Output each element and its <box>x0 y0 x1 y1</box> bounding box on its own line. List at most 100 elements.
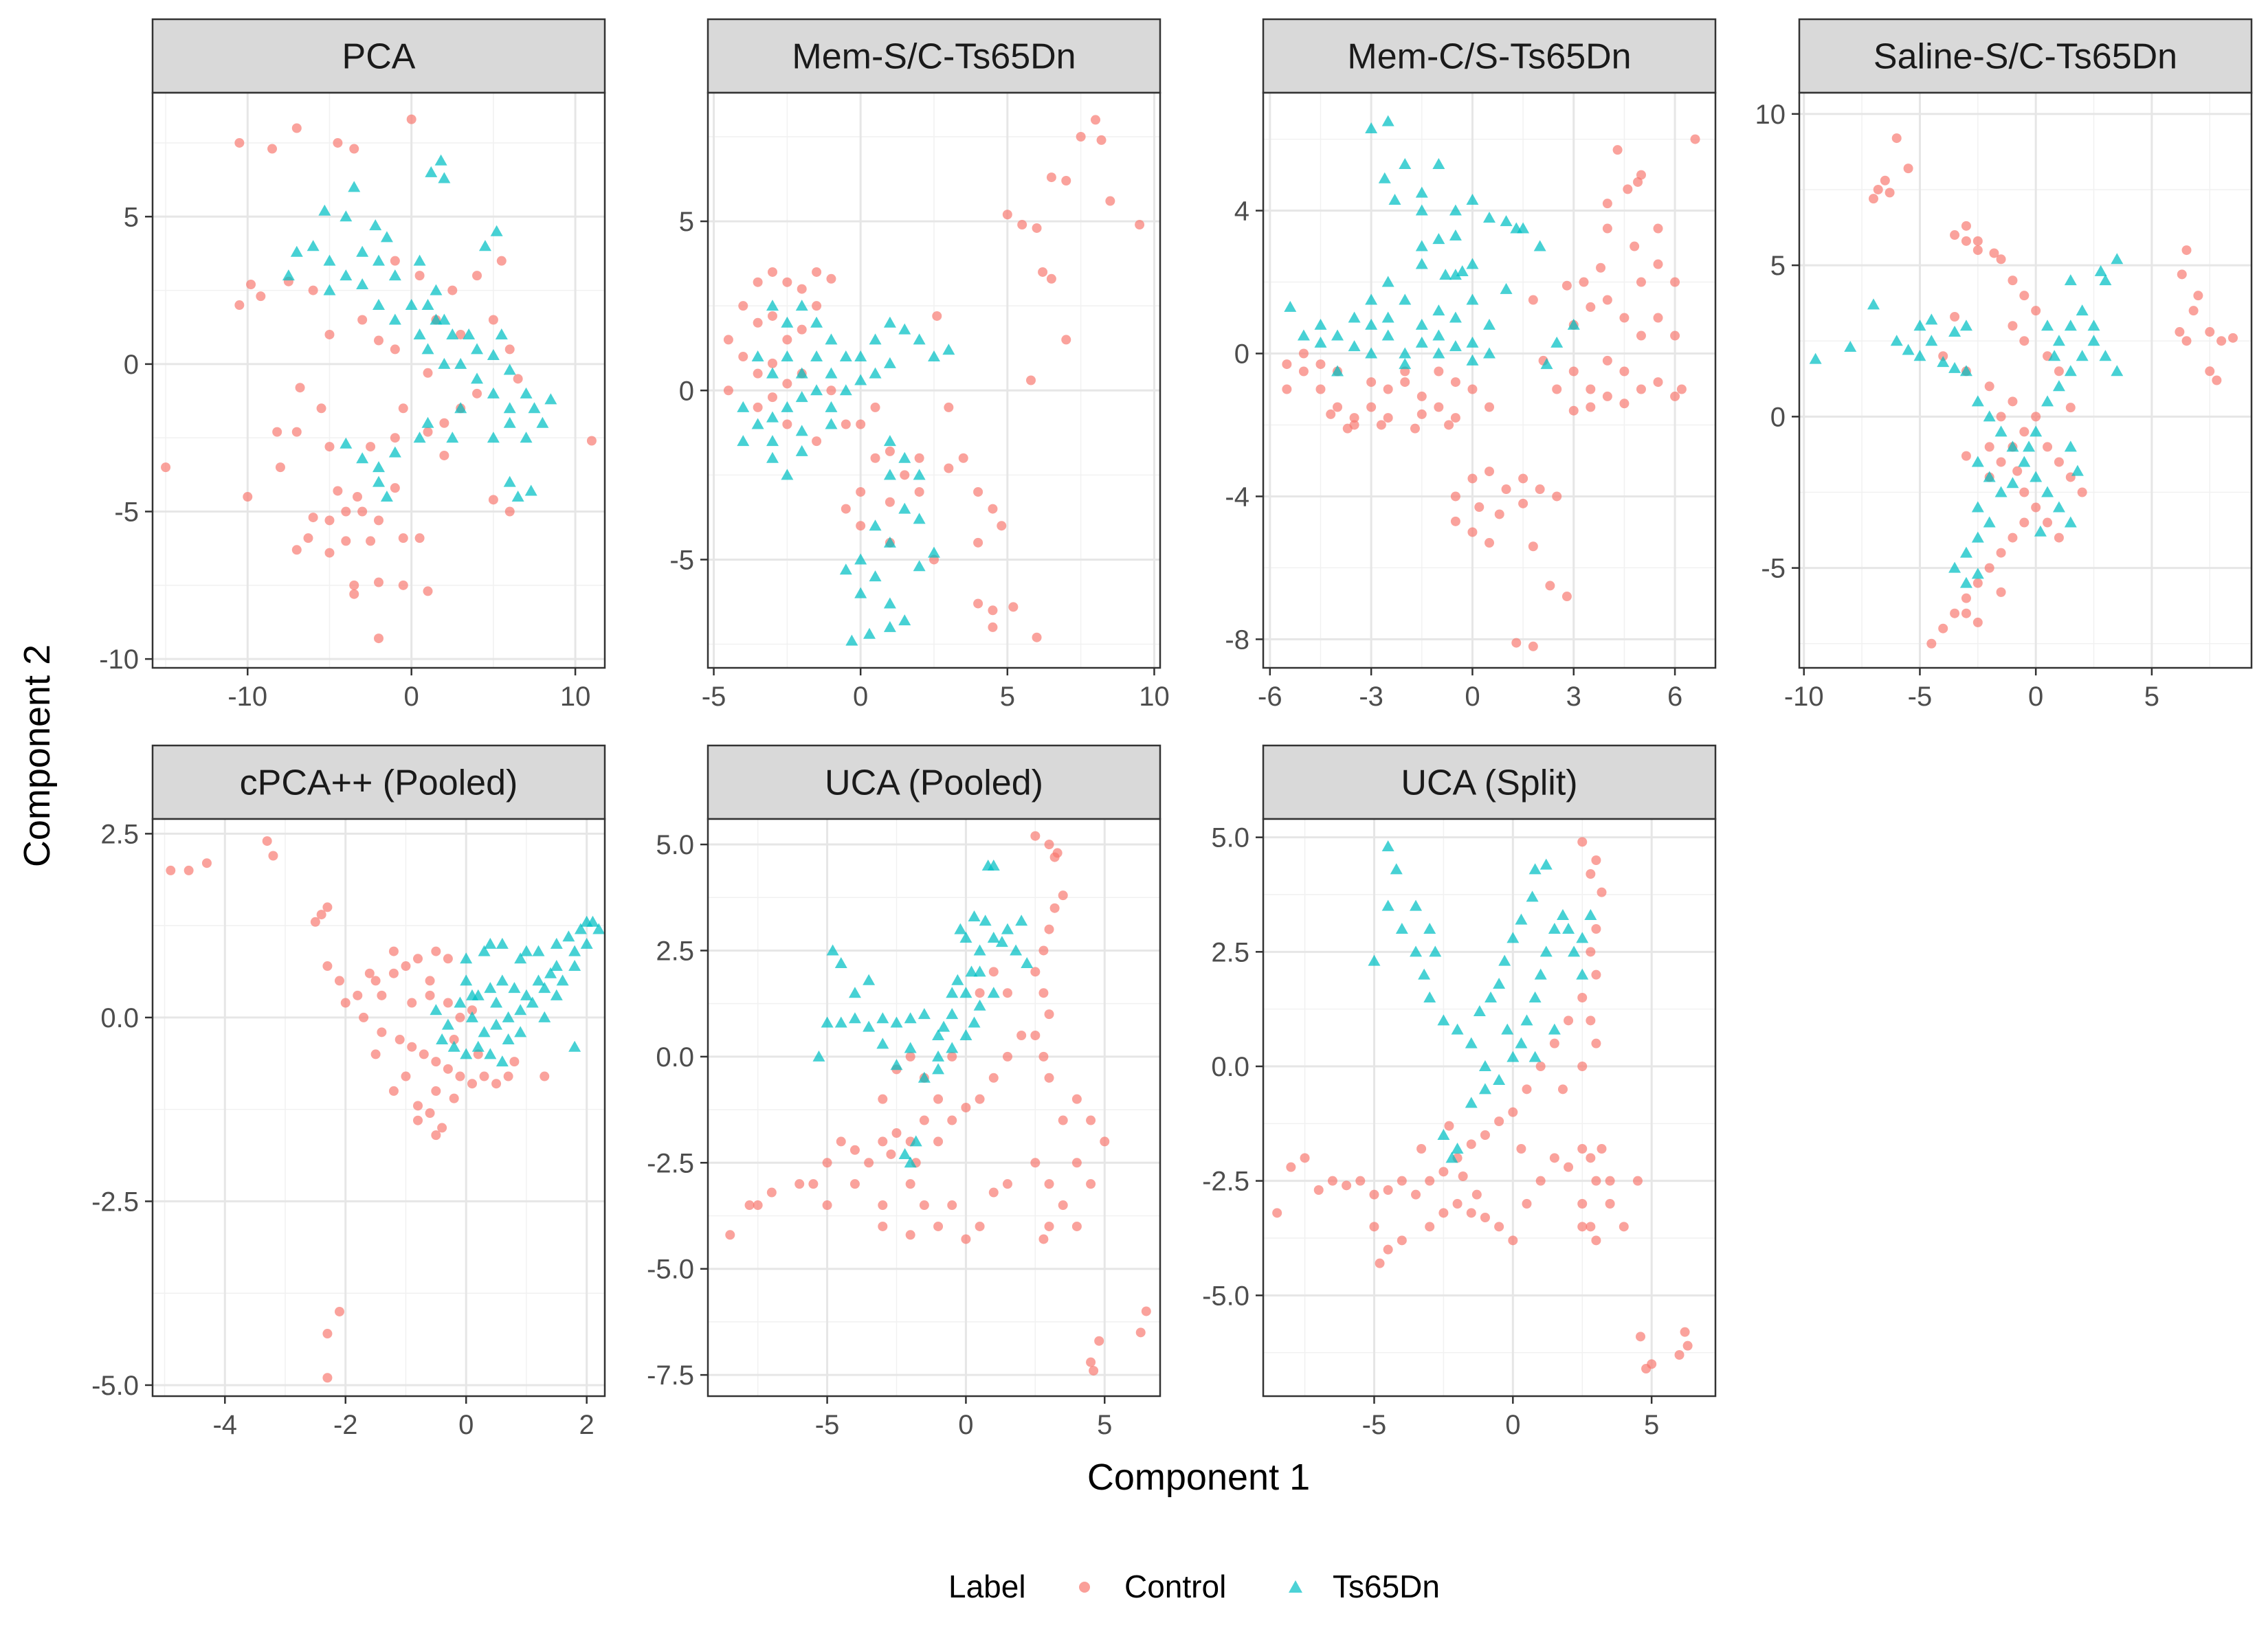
point-control <box>377 990 387 1000</box>
point-control <box>1619 313 1630 323</box>
point-ts65dn <box>471 343 484 355</box>
panel-border <box>151 91 606 669</box>
point-control <box>2175 327 2185 337</box>
point-control <box>1480 1130 1490 1140</box>
point-control <box>431 946 441 956</box>
point-control <box>1438 1208 1449 1218</box>
point-ts65dn <box>1539 858 1553 870</box>
point-control <box>390 483 400 493</box>
point-control <box>1577 993 1588 1002</box>
point-ts65dn <box>1994 425 2008 437</box>
point-ts65dn <box>810 384 823 396</box>
point-control <box>1619 399 1630 409</box>
point-ts65dn <box>825 418 838 429</box>
legend-key-control <box>1079 1582 1090 1593</box>
y-tick-label: -10 <box>99 644 139 675</box>
point-control <box>407 998 417 1008</box>
point-ts65dn <box>1534 968 1547 980</box>
point-ts65dn <box>890 1059 903 1070</box>
point-ts65dn <box>1466 258 1479 269</box>
point-control <box>243 492 253 502</box>
point-control <box>377 1027 387 1037</box>
point-ts65dn <box>1948 361 1961 373</box>
point-control <box>467 1005 477 1016</box>
point-ts65dn <box>556 974 569 986</box>
point-ts65dn <box>1483 347 1496 359</box>
point-ts65dn <box>430 313 443 325</box>
point-control <box>366 442 376 452</box>
point-control <box>753 368 763 379</box>
point-control <box>1091 115 1100 125</box>
point-ts65dn <box>1381 899 1394 911</box>
point-control <box>1961 236 1971 246</box>
point-control <box>1030 831 1041 841</box>
point-control <box>1577 1222 1588 1232</box>
point-ts65dn <box>1528 863 1542 875</box>
point-ts65dn <box>2052 501 2065 513</box>
point-ts65dn <box>511 491 524 502</box>
point-control <box>933 1094 944 1104</box>
point-control <box>768 392 777 403</box>
point-control <box>1605 1199 1615 1209</box>
point-ts65dn <box>883 469 896 480</box>
point-ts65dn <box>1983 410 1996 422</box>
point-control <box>406 114 416 124</box>
y-tick-label: -2.5 <box>1202 1167 1249 1197</box>
point-control <box>1315 384 1326 394</box>
point-ts65dn <box>438 172 451 183</box>
point-ts65dn <box>1365 122 1378 133</box>
point-control <box>291 545 302 555</box>
point-ts65dn <box>487 431 500 443</box>
point-control <box>324 329 335 339</box>
point-ts65dn <box>995 936 1008 947</box>
point-control <box>364 968 375 978</box>
point-control <box>1984 381 1994 392</box>
point-control <box>2054 457 2064 467</box>
point-control <box>161 462 171 473</box>
point-control <box>184 865 194 875</box>
point-ts65dn <box>1015 915 1028 926</box>
point-ts65dn <box>2076 304 2089 316</box>
point-ts65dn <box>848 987 861 998</box>
point-ts65dn <box>751 418 764 429</box>
point-control <box>725 1230 735 1240</box>
point-control <box>1653 313 1663 323</box>
point-ts65dn <box>2099 274 2112 286</box>
point-control <box>1926 638 1937 649</box>
point-control <box>1410 423 1420 434</box>
panel-border <box>1262 818 1717 1398</box>
point-control <box>753 402 763 412</box>
point-ts65dn <box>1466 354 1479 366</box>
point-ts65dn <box>373 254 385 266</box>
point-control <box>1591 855 1601 865</box>
point-control <box>234 300 245 311</box>
plot-area <box>1263 93 1715 668</box>
point-control <box>1961 221 1971 231</box>
point-ts65dn <box>1466 293 1479 305</box>
point-control <box>2019 291 2030 301</box>
point-control <box>1633 177 1643 187</box>
point-ts65dn <box>2023 440 2036 452</box>
point-ts65dn <box>1331 329 1344 341</box>
point-control <box>333 137 343 148</box>
data-points <box>1282 115 1700 651</box>
point-ts65dn <box>318 204 331 216</box>
point-ts65dn <box>1567 318 1580 330</box>
point-control <box>1425 1222 1435 1232</box>
point-control <box>513 374 523 384</box>
point-ts65dn <box>1415 186 1428 198</box>
point-control <box>1586 1016 1596 1026</box>
point-ts65dn <box>405 299 418 311</box>
point-ts65dn <box>795 391 808 403</box>
facet-title: Mem-S/C-Ts65Dn <box>792 37 1076 77</box>
point-ts65dn <box>954 923 967 934</box>
point-control <box>1508 1235 1518 1246</box>
point-control <box>753 277 763 287</box>
point-control <box>1038 945 1049 956</box>
point-control <box>1282 384 1292 394</box>
point-control <box>988 967 999 977</box>
panel-border <box>1262 91 1717 669</box>
point-control <box>322 902 333 912</box>
point-ts65dn <box>1584 909 1597 920</box>
